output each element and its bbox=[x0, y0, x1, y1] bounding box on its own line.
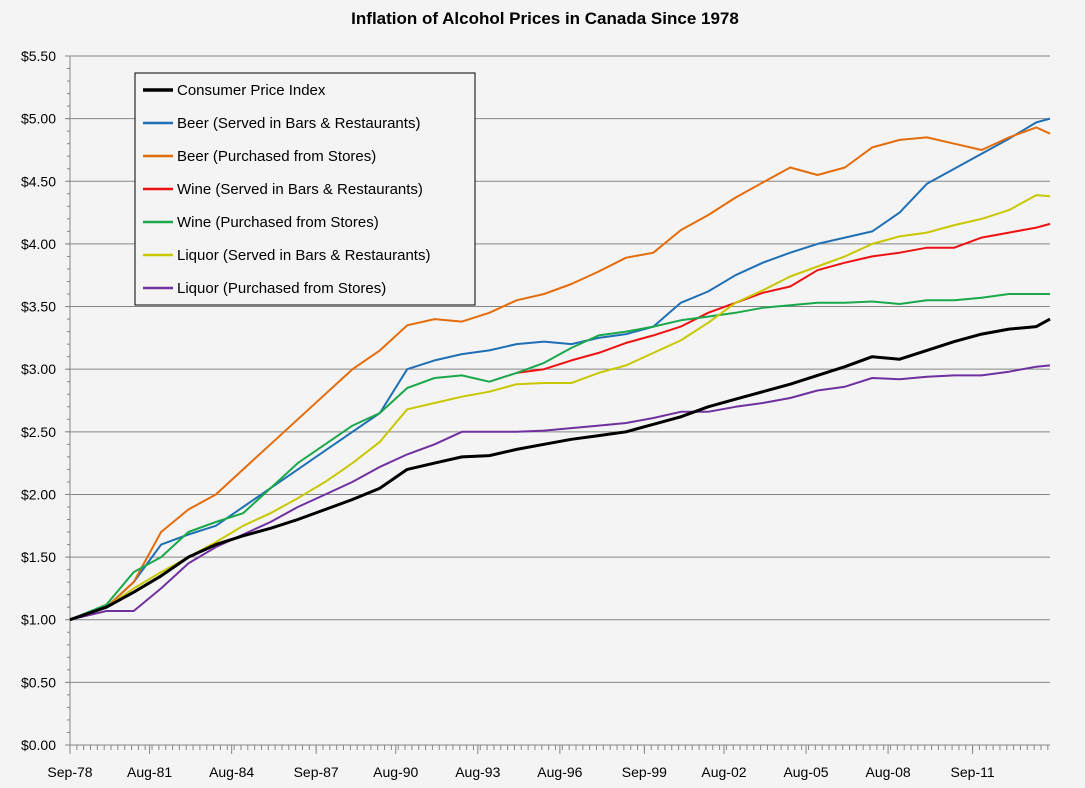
legend-label: Beer (Purchased from Stores) bbox=[177, 148, 376, 165]
x-tick-label: Aug-08 bbox=[866, 764, 911, 780]
legend-label: Liquor (Purchased from Stores) bbox=[177, 280, 386, 297]
x-tick-label: Sep-99 bbox=[622, 764, 667, 780]
x-tick-label: Aug-90 bbox=[373, 764, 418, 780]
legend-box bbox=[134, 72, 476, 306]
legend-label: Wine (Served in Bars & Restaurants) bbox=[177, 181, 423, 198]
legend: Consumer Price Index Beer (Served in Bars… bbox=[134, 72, 476, 306]
series-line-1 bbox=[69, 117, 1051, 621]
y-tick-label: $5.50 bbox=[21, 48, 56, 64]
x-tick-label: Aug-96 bbox=[537, 764, 582, 780]
y-tick-label: $4.50 bbox=[21, 173, 56, 189]
x-tick-label: Sep-11 bbox=[951, 764, 995, 780]
legend-label: Consumer Price Index bbox=[177, 82, 326, 99]
legend-label: Wine (Purchased from Stores) bbox=[177, 214, 379, 231]
y-tick-label: $1.00 bbox=[21, 612, 56, 628]
series-line-4 bbox=[69, 293, 1050, 621]
x-tick-label: Aug-02 bbox=[701, 764, 746, 780]
y-tick-label: $5.00 bbox=[21, 111, 56, 127]
y-tick-label: $0.00 bbox=[21, 737, 56, 753]
series-line-5 bbox=[69, 194, 1051, 621]
y-tick-label: $4.00 bbox=[21, 236, 56, 252]
series-line-0 bbox=[69, 317, 1051, 622]
x-tick-label: Aug-81 bbox=[127, 764, 172, 780]
x-tick-label: Sep-78 bbox=[47, 764, 92, 780]
y-tick-label: $0.50 bbox=[21, 674, 56, 690]
legend-label: Beer (Served in Bars & Restaurants) bbox=[177, 115, 420, 132]
y-tick-label: $3.00 bbox=[21, 361, 56, 377]
series-line-2 bbox=[69, 126, 1051, 621]
x-tick-label: Sep-87 bbox=[294, 764, 339, 780]
y-tick-label: $3.50 bbox=[21, 299, 56, 315]
y-tick-label: $2.00 bbox=[21, 486, 56, 502]
chart-title: Inflation of Alcohol Prices in Canada Si… bbox=[351, 9, 739, 28]
x-tick-label: Aug-93 bbox=[455, 764, 500, 780]
y-tick-label: $1.50 bbox=[21, 549, 56, 565]
x-tick-label: Aug-05 bbox=[783, 764, 828, 780]
legend-label: Liquor (Served in Bars & Restaurants) bbox=[177, 247, 430, 264]
x-tick-label: Aug-84 bbox=[209, 764, 254, 780]
series-line-3 bbox=[516, 222, 1051, 374]
y-tick-label: $2.50 bbox=[21, 424, 56, 440]
